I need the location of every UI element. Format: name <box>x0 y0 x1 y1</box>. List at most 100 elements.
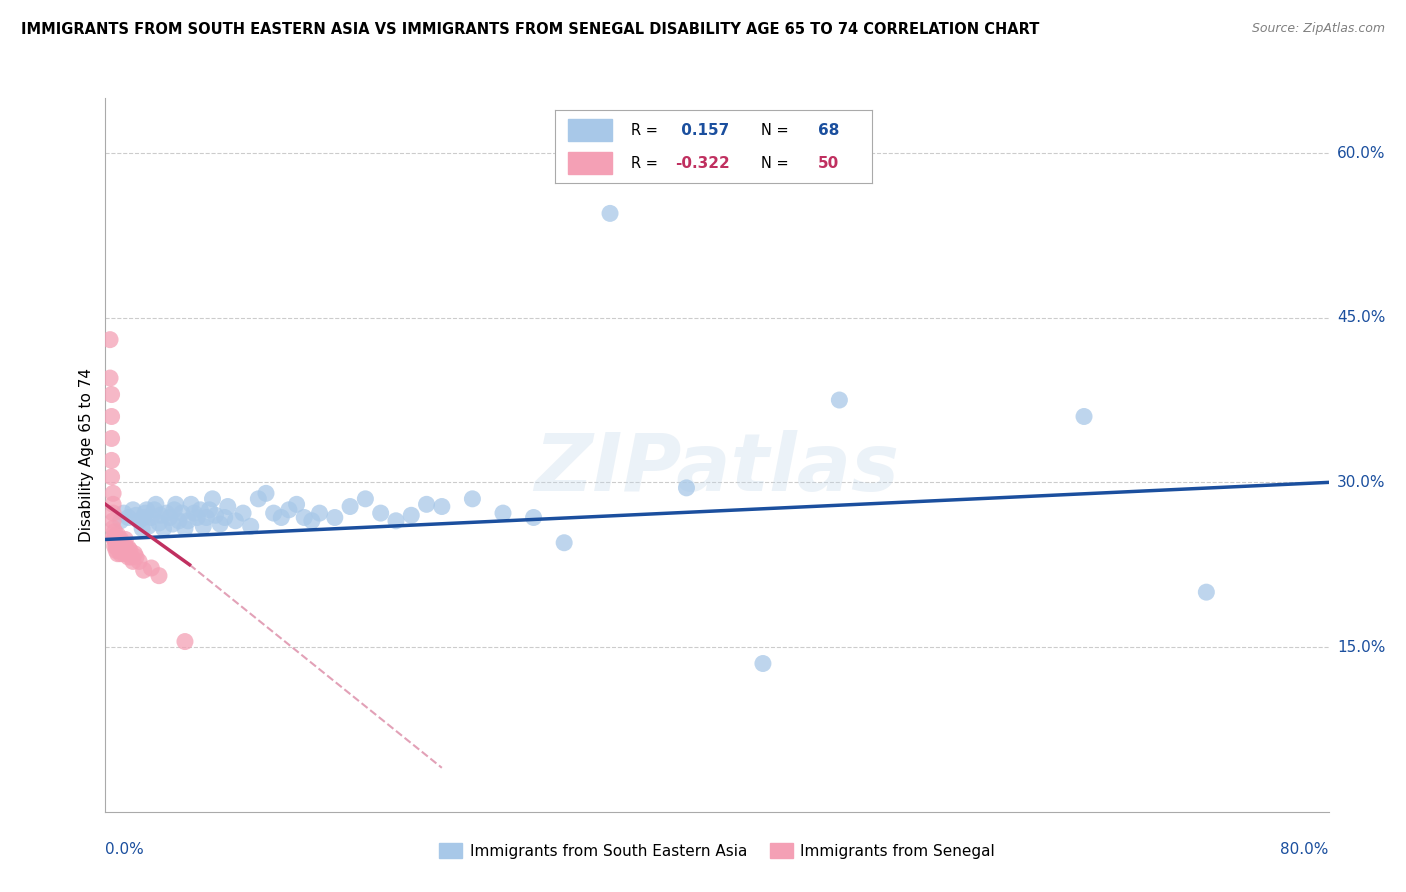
Text: 68: 68 <box>818 123 839 137</box>
Point <box>159 510 181 524</box>
Point <box>239 519 262 533</box>
Point <box>110 547 132 561</box>
Y-axis label: Disability Age 65 to 74: Disability Age 65 to 74 <box>79 368 94 542</box>
Point <box>125 508 148 523</box>
Point <box>112 506 135 520</box>
Point <box>204 508 226 523</box>
Point <box>101 521 124 535</box>
Text: 50: 50 <box>818 155 839 170</box>
Point <box>553 535 575 549</box>
Point <box>209 517 232 532</box>
Point <box>104 530 127 544</box>
Point <box>599 206 621 220</box>
Point <box>188 503 211 517</box>
Text: 0.157: 0.157 <box>675 123 728 137</box>
Point <box>174 521 197 535</box>
Point <box>108 535 131 549</box>
Point <box>101 486 124 500</box>
Point <box>224 514 246 528</box>
Point <box>104 533 127 547</box>
Text: 30.0%: 30.0% <box>1337 475 1385 490</box>
Point <box>108 533 131 547</box>
Point <box>155 506 177 520</box>
Point <box>177 514 200 528</box>
Point <box>285 497 308 511</box>
Point <box>165 497 187 511</box>
Point <box>128 554 150 568</box>
Point <box>399 508 422 523</box>
Point <box>132 563 155 577</box>
Point <box>101 497 124 511</box>
Point <box>152 521 174 535</box>
Point <box>111 539 134 553</box>
Point <box>112 547 135 561</box>
Point <box>201 491 224 506</box>
Point <box>523 510 546 524</box>
Point <box>141 510 163 524</box>
Point <box>247 491 270 506</box>
Point <box>120 549 142 564</box>
Point <box>195 510 218 524</box>
Point <box>141 561 163 575</box>
Point <box>100 432 122 446</box>
Point <box>675 481 697 495</box>
Point <box>149 508 172 523</box>
Point <box>308 506 330 520</box>
Point <box>100 409 122 424</box>
Text: N =: N = <box>761 123 789 137</box>
Text: R =: R = <box>631 155 658 170</box>
Point <box>131 521 153 535</box>
Point <box>143 503 166 517</box>
Legend: Immigrants from South Eastern Asia, Immigrants from Senegal: Immigrants from South Eastern Asia, Immi… <box>433 837 1001 864</box>
Text: -0.322: -0.322 <box>675 155 730 170</box>
Point <box>174 634 197 648</box>
Text: IMMIGRANTS FROM SOUTH EASTERN ASIA VS IMMIGRANTS FROM SENEGAL DISABILITY AGE 65 : IMMIGRANTS FROM SOUTH EASTERN ASIA VS IM… <box>21 22 1039 37</box>
Point <box>125 549 148 564</box>
Point <box>100 453 122 467</box>
Point <box>198 503 221 517</box>
Point <box>828 392 851 407</box>
Point <box>752 657 775 671</box>
Text: 0.0%: 0.0% <box>105 842 145 857</box>
Point <box>292 510 315 524</box>
Point <box>104 524 127 539</box>
Point <box>114 533 136 547</box>
Point <box>135 503 157 517</box>
Point <box>270 510 292 524</box>
Point <box>108 543 131 558</box>
Text: 15.0%: 15.0% <box>1337 640 1385 655</box>
Text: 60.0%: 60.0% <box>1337 145 1385 161</box>
Point <box>301 514 323 528</box>
Point <box>110 533 132 547</box>
Point <box>107 528 129 542</box>
Point <box>107 541 129 556</box>
Point <box>107 547 129 561</box>
Point <box>162 517 184 532</box>
Point <box>132 510 155 524</box>
Point <box>170 506 193 520</box>
Point <box>98 371 121 385</box>
Point <box>339 500 361 514</box>
Text: 45.0%: 45.0% <box>1337 310 1385 326</box>
Point <box>385 514 408 528</box>
Point <box>124 547 146 561</box>
Point <box>180 497 202 511</box>
Point <box>118 543 141 558</box>
Text: Source: ZipAtlas.com: Source: ZipAtlas.com <box>1251 22 1385 36</box>
Point <box>105 535 128 549</box>
Point <box>105 543 128 558</box>
Point <box>461 491 484 506</box>
Point <box>254 486 277 500</box>
Point <box>492 506 515 520</box>
Text: ZIPatlas: ZIPatlas <box>534 430 900 508</box>
Point <box>104 539 127 553</box>
Point <box>117 549 139 564</box>
Point <box>115 543 138 558</box>
Point <box>105 533 128 547</box>
Point <box>98 333 121 347</box>
Point <box>232 506 254 520</box>
Point <box>183 506 205 520</box>
Point <box>277 503 299 517</box>
Point <box>370 506 392 520</box>
Point <box>105 539 128 553</box>
